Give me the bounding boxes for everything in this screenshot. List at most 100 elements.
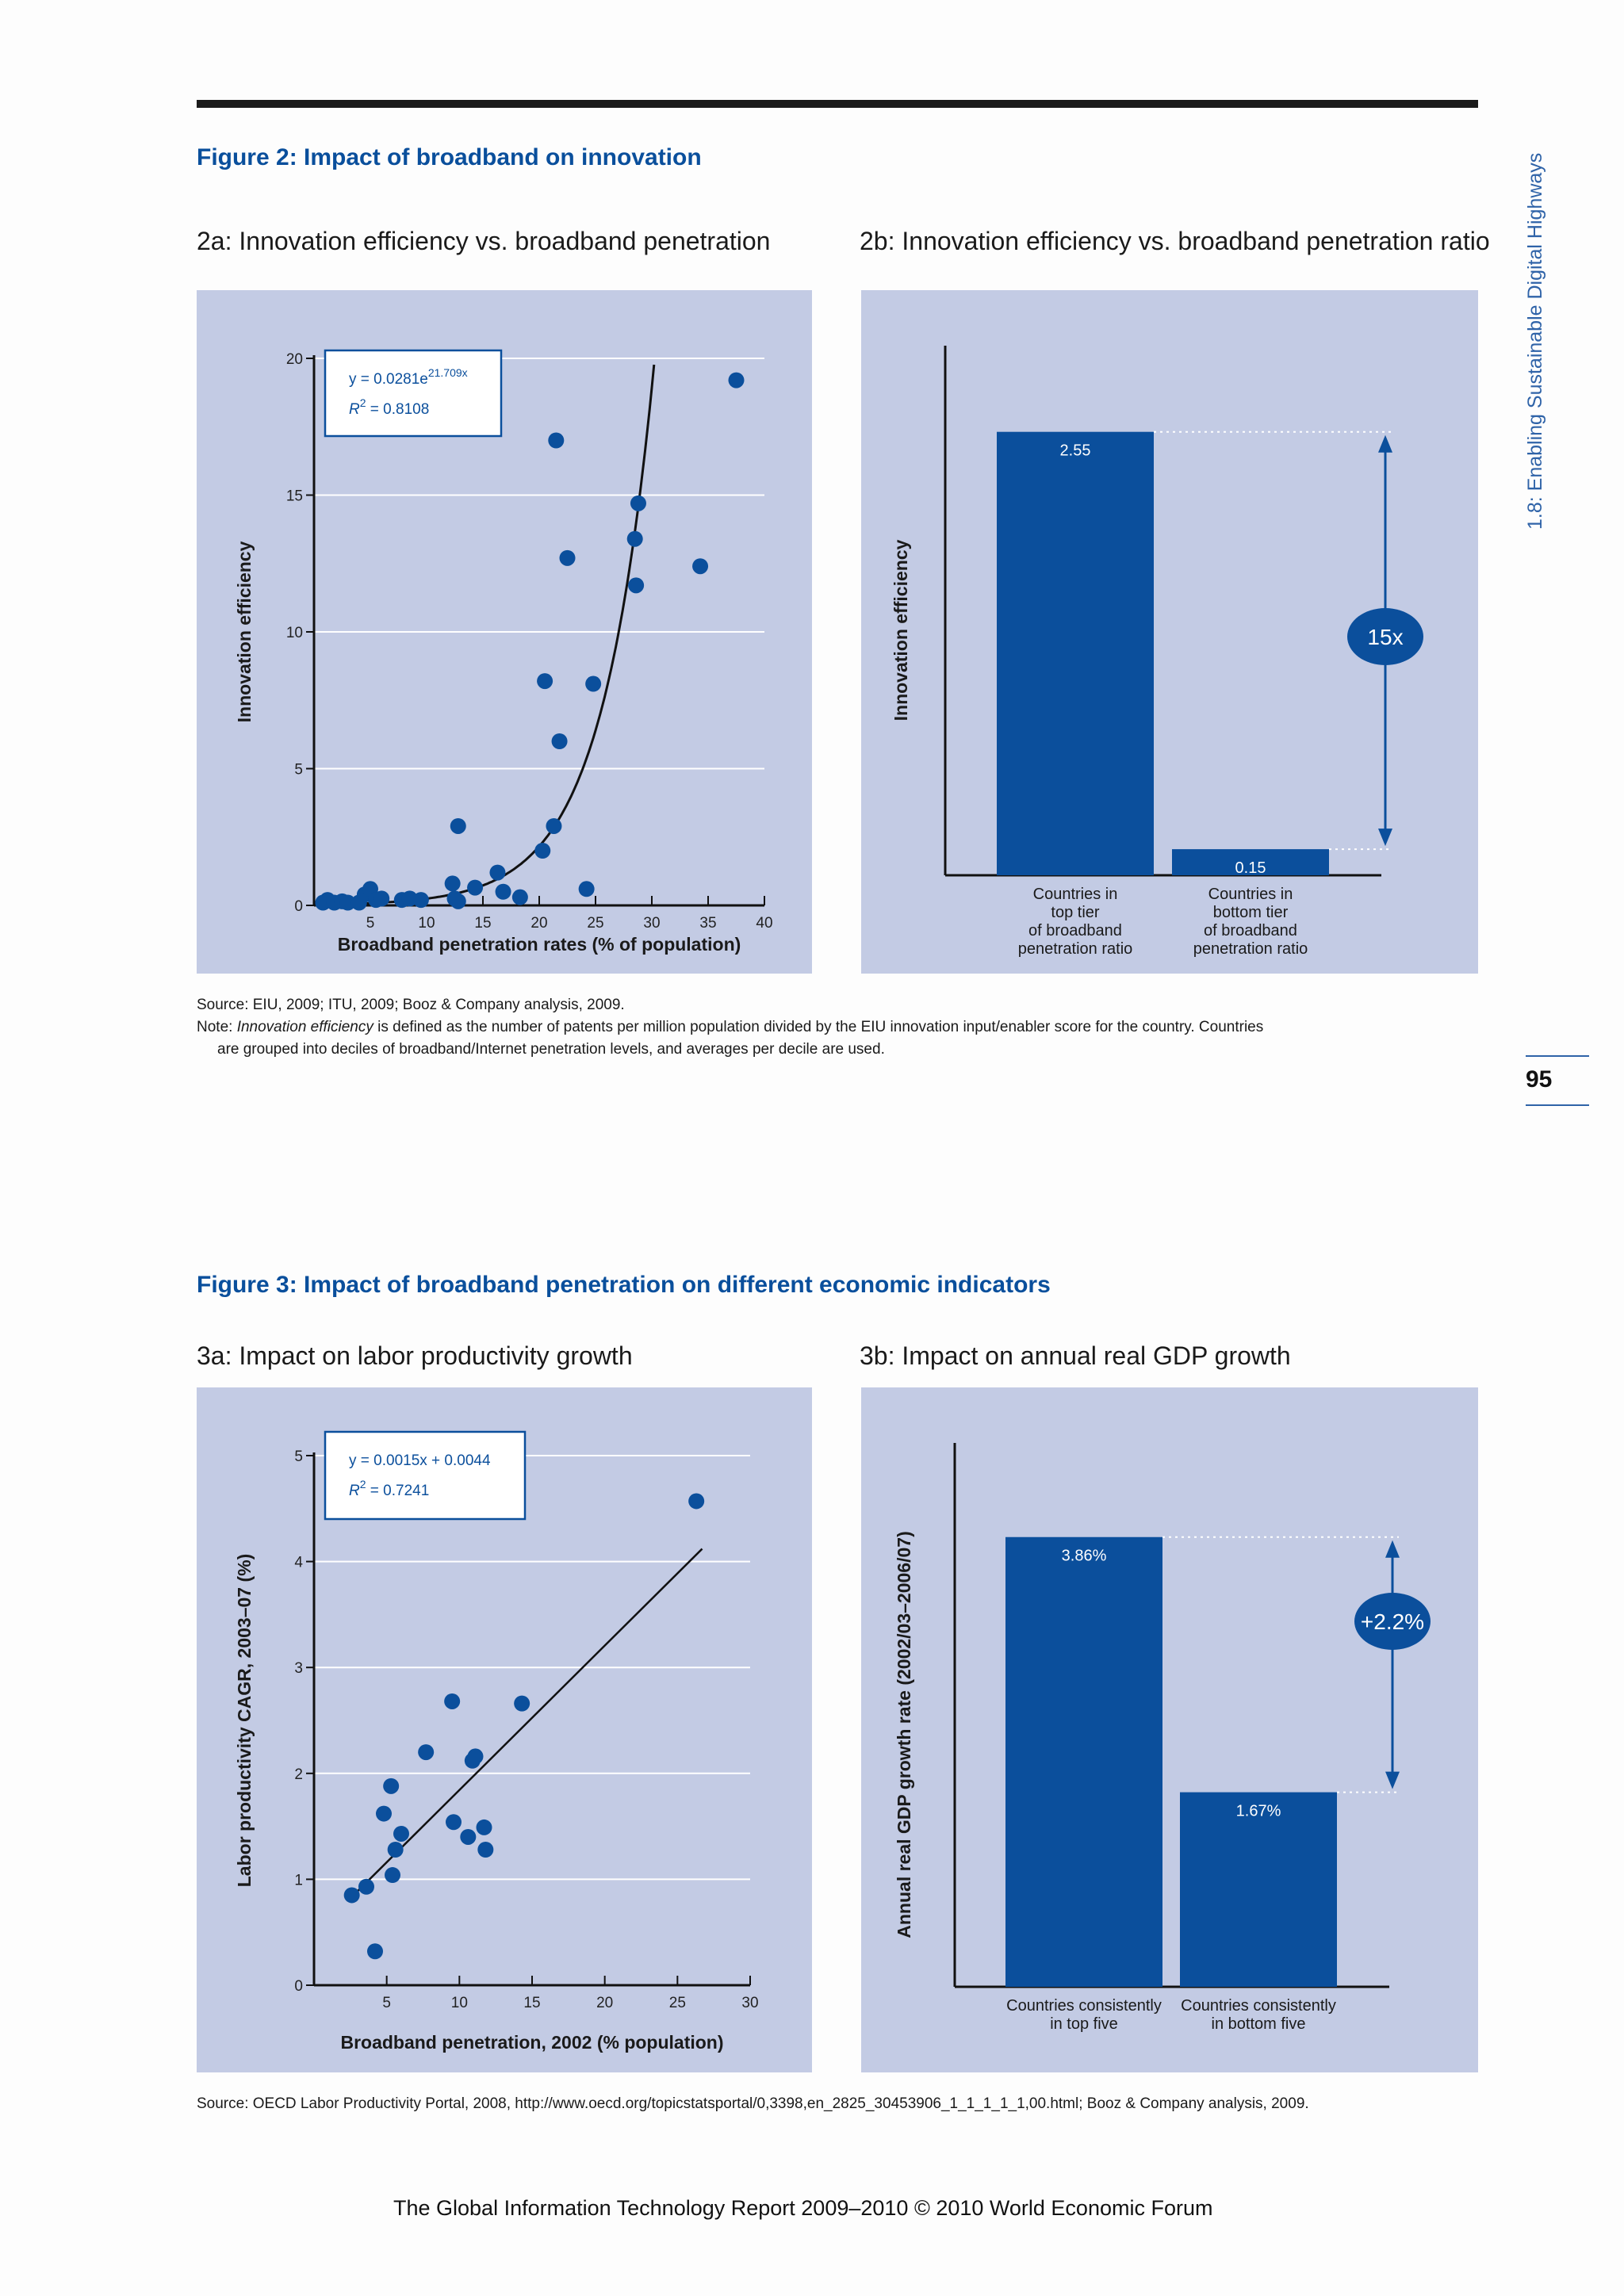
data-point xyxy=(373,890,390,907)
chart-3b-svg: Annual real GDP growth rate (2002/03–200… xyxy=(894,1443,1431,2033)
data-point xyxy=(688,1493,705,1510)
equation-text: y = 0.0015x + 0.0044 xyxy=(349,1452,491,1469)
y-tick-label: 5 xyxy=(294,762,303,779)
figure-2-note-line2: are grouped into deciles of broadband/In… xyxy=(217,1041,885,1058)
data-point xyxy=(495,883,511,900)
page-footer: The Global Information Technology Report… xyxy=(393,2196,1213,2220)
data-point xyxy=(477,1841,494,1858)
figure-3-source: Source: OECD Labor Productivity Portal, … xyxy=(197,2095,1309,2112)
arrow-head-up xyxy=(1385,1540,1400,1558)
category-label: Countries consistently xyxy=(1006,1997,1162,2015)
figure-3-title: Figure 3: Impact of broadband penetratio… xyxy=(197,1272,1051,1298)
data-point xyxy=(460,1828,477,1845)
data-point xyxy=(393,1825,409,1842)
trend-line xyxy=(323,364,656,906)
y-axis-label: Innovation efficiency xyxy=(234,541,255,722)
category-label: of broadband xyxy=(1204,922,1297,939)
note-term: Innovation efficiency xyxy=(236,1019,373,1035)
r-squared-text: R2 = 0.7241 xyxy=(349,1478,429,1499)
arrow-head-up xyxy=(1378,434,1392,453)
chart-3a-svg: 0 1 2 3 4 5 5 10 15 20 25 30 Broadband penetration, … xyxy=(234,1430,759,2053)
chart-2b-panel: Innovation efficiency 2.55 Countries in top… xyxy=(861,290,1478,974)
y-tick-label: 10 xyxy=(286,625,303,641)
category-label: penetration ratio xyxy=(1018,940,1133,958)
x-tick-label: 5 xyxy=(366,915,375,932)
equation-exponent: 21.709x xyxy=(428,366,468,379)
data-point xyxy=(376,1805,392,1822)
trend-line xyxy=(349,1548,703,1900)
figure-2-source: Source: EIU, 2009; ITU, 2009; Booz & Com… xyxy=(197,997,625,1013)
data-point xyxy=(412,892,429,909)
x-tick-label: 25 xyxy=(669,1995,686,2011)
data-point xyxy=(339,894,356,911)
bar-value-label: 2.55 xyxy=(1060,442,1091,460)
category-label: in bottom five xyxy=(1212,2015,1306,2033)
category-label: bottom tier xyxy=(1213,904,1289,921)
x-tick-label: 15 xyxy=(523,1995,540,2011)
data-point xyxy=(548,432,565,449)
x-tick-label: 35 xyxy=(699,915,716,932)
note-text: is defined as the number of patents per … xyxy=(373,1019,1264,1035)
x-tick-label: 30 xyxy=(741,1995,758,2011)
data-point xyxy=(476,1819,492,1835)
bar-value-label: 1.67% xyxy=(1236,1803,1281,1820)
y-tick-label: 5 xyxy=(294,1448,303,1465)
x-tick-label: 5 xyxy=(382,1995,391,2011)
data-point xyxy=(450,817,466,834)
category-label: Countries consistently xyxy=(1181,1997,1336,2015)
category-label: of broadband xyxy=(1028,922,1122,939)
data-point xyxy=(628,577,645,594)
data-point xyxy=(514,1695,530,1712)
bar xyxy=(1172,849,1329,875)
data-point xyxy=(585,675,602,692)
chart-2a-title: 2a: Innovation efficiency vs. broadband … xyxy=(197,227,771,255)
x-tick-label: 10 xyxy=(451,1995,468,2011)
r-value: = 0.8108 xyxy=(366,401,430,418)
data-point xyxy=(489,864,506,881)
equation-main: y = 0.0281e xyxy=(349,371,428,388)
figure-2-note: Note: Innovation efficiency is defined a… xyxy=(197,1016,1481,1039)
y-tick-label: 3 xyxy=(294,1660,303,1677)
x-tick-label: 10 xyxy=(418,915,435,932)
r-exponent: 2 xyxy=(360,396,366,409)
x-tick-label: 20 xyxy=(596,1995,613,2011)
data-point xyxy=(630,495,646,511)
chart-3a-panel: 0 1 2 3 4 5 5 10 15 20 25 30 Broadband penetration, … xyxy=(197,1387,812,2072)
y-axis-label: Labor productivity CAGR, 2003–07 (%) xyxy=(234,1554,255,1888)
equation-box xyxy=(324,1430,527,1521)
data-point xyxy=(358,1878,374,1895)
arrow-head-down xyxy=(1385,1771,1400,1789)
category-label: top tier xyxy=(1051,904,1099,921)
data-point xyxy=(385,1867,400,1884)
page-number: 95 xyxy=(1526,1066,1553,1093)
chart-2b-title: 2b: Innovation efficiency vs. broadband … xyxy=(860,227,1490,255)
bar xyxy=(997,431,1154,875)
data-point xyxy=(467,1748,484,1765)
x-tick-label: 20 xyxy=(530,915,547,932)
data-point xyxy=(444,1693,461,1709)
data-point xyxy=(728,372,745,388)
page-number-rule-top xyxy=(1526,1055,1589,1057)
chart-3b-panel: Annual real GDP growth rate (2002/03–200… xyxy=(861,1387,1478,2072)
figure-2-source-block: Source: EIU, 2009; ITU, 2009; Booz & Com… xyxy=(197,994,1481,1061)
difference-badge xyxy=(1347,608,1423,665)
category-label: Countries in xyxy=(1208,886,1293,903)
bar xyxy=(1180,1792,1337,1987)
data-point xyxy=(692,558,709,575)
equation-main: y = 0.0015x + 0.0044 xyxy=(349,1452,491,1469)
category-label: penetration ratio xyxy=(1193,940,1308,958)
r-symbol: R xyxy=(349,1483,360,1499)
y-tick-label: 20 xyxy=(286,351,303,368)
arrow-head-down xyxy=(1378,828,1392,847)
x-tick-label: 15 xyxy=(474,915,491,932)
r-value: = 0.7241 xyxy=(366,1483,430,1499)
data-point xyxy=(559,549,576,566)
top-rule xyxy=(197,100,1478,108)
data-point xyxy=(537,673,553,690)
data-point xyxy=(534,843,551,859)
y-tick-label: 2 xyxy=(294,1766,303,1783)
category-label: in top five xyxy=(1050,2015,1118,2033)
chart-2a-svg: 0 5 10 15 20 5 10 15 20 25 30 35 40 Broadband penetra… xyxy=(234,349,773,955)
data-point xyxy=(387,1841,404,1858)
